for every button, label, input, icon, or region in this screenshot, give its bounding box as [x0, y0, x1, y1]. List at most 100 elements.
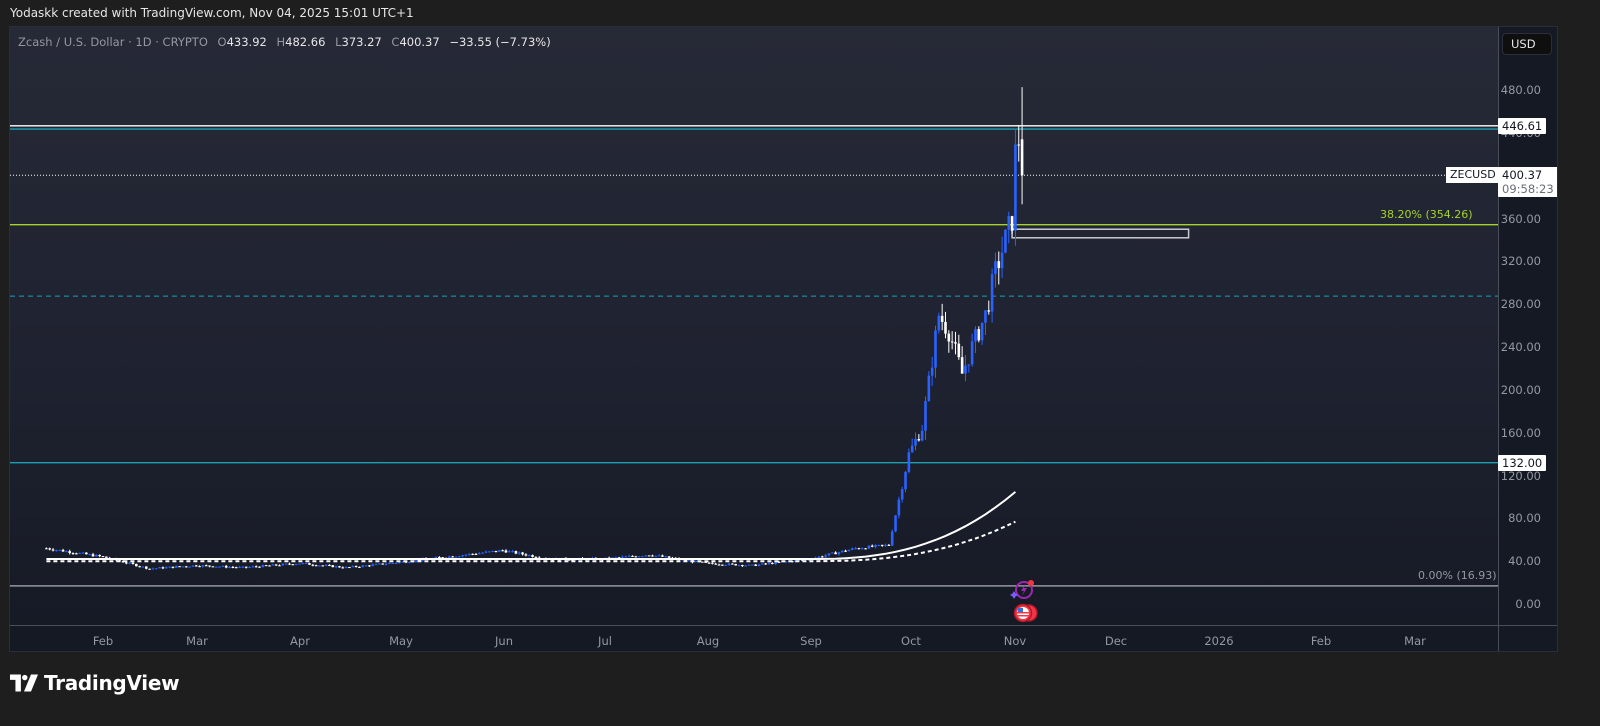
time-tick: Oct: [901, 634, 921, 648]
candle-body: [228, 566, 231, 568]
candle-body: [368, 565, 371, 567]
symbol-tag: ZECUSD: [1446, 167, 1500, 183]
price-tick: 120.00: [1500, 468, 1541, 483]
candle-body: [747, 564, 751, 566]
time-tick: Mar: [186, 634, 208, 648]
candle-body: [364, 565, 368, 567]
price-axis[interactable]: 0.00 40.00 80.00 120.00 160.00 200.00 240.00 28…: [1498, 27, 1557, 625]
candle-body: [967, 364, 971, 366]
candle-body: [711, 562, 714, 564]
price-tick: 360.00: [1500, 211, 1541, 226]
candle-body: [504, 550, 508, 553]
candle-body: [491, 550, 494, 552]
price-tick: 320.00: [1500, 254, 1541, 269]
candle-body: [241, 566, 245, 568]
time-tick: Jul: [598, 634, 612, 648]
candle-body: [721, 564, 724, 566]
candle-body: [45, 548, 48, 550]
last-price-value: 400.37: [1502, 168, 1543, 182]
candle-body: [81, 552, 85, 554]
candle-body: [847, 549, 851, 552]
candle-body: [637, 556, 641, 558]
candle-body: [854, 548, 857, 550]
candle-body: [291, 564, 295, 566]
candle-body: [284, 563, 288, 565]
candle-body: [897, 499, 901, 516]
candle-body: [268, 565, 271, 567]
candle-body: [757, 564, 761, 566]
symbol-title[interactable]: Zcash / U.S. Dollar · 1D · CRYPTO: [18, 35, 208, 49]
currency-button[interactable]: USD: [1502, 33, 1552, 55]
price-plot[interactable]: [10, 27, 1498, 625]
chart-credit: Yodaskk created with TradingView.com, No…: [10, 6, 414, 20]
candle-body: [507, 551, 511, 553]
candle-body: [75, 553, 78, 555]
candle-body: [55, 550, 58, 552]
candle-body: [904, 471, 907, 490]
moving-average-solid[interactable]: [46, 491, 1017, 560]
plot-area[interactable]: [10, 27, 1498, 625]
change-value: −33.55 (−7.73%): [449, 35, 551, 49]
candle-body: [481, 552, 484, 554]
candle-body: [837, 552, 841, 555]
price-tick: 240.00: [1500, 340, 1541, 354]
candle-body: [484, 551, 488, 553]
candle-body: [661, 555, 664, 557]
candle-body: [78, 552, 81, 554]
moving-average-dashed[interactable]: [46, 520, 1016, 563]
candle-body: [974, 329, 977, 342]
candle-body: [151, 568, 155, 570]
candle-body: [1014, 144, 1017, 231]
candle-body: [1010, 216, 1014, 231]
candle-body: [218, 566, 221, 568]
candle-body: [294, 564, 298, 566]
candle-body: [627, 555, 631, 557]
candle-body: [850, 548, 854, 550]
chart-container[interactable]: Zcash / U.S. Dollar · 1D · CRYPTO O433.9…: [9, 26, 1558, 652]
candle-body: [51, 549, 55, 551]
candle-body: [208, 565, 211, 567]
candle-body: [188, 566, 191, 568]
candle-body: [990, 274, 994, 312]
lightning-event-icon[interactable]: [1010, 579, 1036, 601]
candle-body: [950, 341, 954, 343]
high-label: H: [276, 35, 286, 49]
candle-body: [231, 566, 235, 568]
candle-body: [744, 565, 747, 567]
candle-body: [624, 556, 628, 558]
time-axis[interactable]: Feb Mar Apr May Jun Jul Aug Sep Oct Nov Dec 2026 Feb…: [10, 625, 1557, 651]
candle-body: [168, 566, 171, 568]
rectangle-zone[interactable]: [1011, 228, 1190, 239]
candle-body: [497, 550, 501, 552]
candle-body: [754, 564, 757, 566]
candle-body: [767, 563, 771, 565]
candle-body: [731, 563, 734, 565]
time-tick: Nov: [1003, 634, 1027, 648]
fib-382-label: 38.20% (354.26): [1380, 208, 1473, 221]
candle-body: [1004, 229, 1007, 253]
candle-body: [764, 563, 767, 565]
time-tick: Sep: [800, 634, 822, 648]
candle-body: [65, 551, 68, 553]
candle-body: [288, 563, 291, 565]
candle-body: [487, 551, 491, 553]
candle-body: [304, 563, 308, 565]
candle-body: [907, 452, 911, 472]
us-economic-event-icon[interactable]: [1012, 603, 1040, 623]
candle-body: [351, 566, 355, 568]
candle-body: [477, 553, 481, 555]
candle-body: [774, 561, 777, 565]
candle-body: [517, 552, 521, 554]
candle-body: [910, 445, 914, 453]
candle-body: [91, 554, 95, 557]
candle-body: [324, 565, 328, 567]
candle-body: [105, 556, 108, 558]
candle-body: [184, 566, 188, 568]
candle-body: [980, 322, 984, 341]
candle-body: [414, 559, 418, 562]
candle-body: [511, 551, 514, 553]
candle-body: [468, 553, 471, 555]
time-tick: Aug: [696, 634, 720, 648]
open-value: 433.92: [226, 35, 267, 49]
candle-body: [944, 321, 947, 334]
